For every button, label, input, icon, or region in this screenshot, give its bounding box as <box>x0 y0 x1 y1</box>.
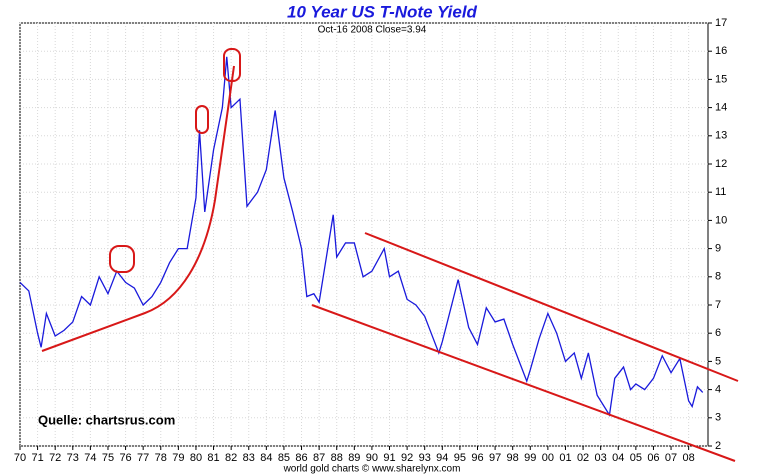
y-tick-label: 13 <box>715 130 727 142</box>
x-tick-label: 81 <box>207 452 219 464</box>
x-tick-label: 91 <box>383 452 395 464</box>
y-tick-label: 4 <box>715 384 721 396</box>
y-tick-label: 6 <box>715 327 721 339</box>
x-tick-label: 86 <box>295 452 307 464</box>
channel-upper <box>364 232 739 382</box>
y-tick-label: 11 <box>715 186 726 198</box>
peak-circle <box>195 105 209 134</box>
x-tick-label: 71 <box>31 452 43 464</box>
x-tick-label: 74 <box>84 452 96 464</box>
x-tick-label: 89 <box>348 452 360 464</box>
x-tick-label: 99 <box>524 452 536 464</box>
x-tick-label: 04 <box>612 452 624 464</box>
x-tick-label: 73 <box>67 452 79 464</box>
y-tick-label: 2 <box>715 440 721 452</box>
x-tick-label: 76 <box>119 452 131 464</box>
annotations <box>41 48 739 462</box>
y-tick-label: 12 <box>715 158 727 170</box>
x-tick-label: 80 <box>190 452 202 464</box>
y-tick-label: 9 <box>715 243 721 255</box>
x-tick-label: 03 <box>595 452 607 464</box>
x-tick-label: 06 <box>647 452 659 464</box>
y-tick-label: 10 <box>715 214 727 226</box>
y-tick-label: 7 <box>715 299 721 311</box>
x-tick-label: 05 <box>630 452 642 464</box>
y-tick-label: 8 <box>715 271 721 283</box>
x-tick-label: 96 <box>471 452 483 464</box>
footer: world gold charts © www.sharelynx.com <box>283 464 461 475</box>
source-note: Quelle: chartsrus.com <box>38 412 175 427</box>
y-tick-label: 14 <box>715 102 727 114</box>
x-tick-label: 90 <box>366 452 378 464</box>
y-tick-label: 17 <box>715 17 727 29</box>
subtitle: Oct-16 2008 Close=3.94 <box>318 25 427 36</box>
x-tick-label: 85 <box>278 452 290 464</box>
x-tick-label: 87 <box>313 452 325 464</box>
x-tick-label: 78 <box>155 452 167 464</box>
x-tick-label: 77 <box>137 452 149 464</box>
x-tick-label: 70 <box>14 452 26 464</box>
x-tick-label: 82 <box>225 452 237 464</box>
channel-lower <box>311 304 736 462</box>
chart-title: 10 Year US T-Note Yield <box>287 2 478 21</box>
x-tick-label: 92 <box>401 452 413 464</box>
y-tick-label: 3 <box>715 412 721 424</box>
x-tick-label: 83 <box>243 452 255 464</box>
x-tick-label: 07 <box>665 452 677 464</box>
y-tick-label: 5 <box>715 355 721 367</box>
x-tick-label: 98 <box>507 452 519 464</box>
x-tick-label: 01 <box>559 452 571 464</box>
x-tick-label: 00 <box>542 452 554 464</box>
x-tick-label: 75 <box>102 452 114 464</box>
x-tick-label: 02 <box>577 452 589 464</box>
y-tick-label: 16 <box>715 45 727 57</box>
peak-circle <box>223 48 241 82</box>
x-tick-label: 95 <box>454 452 466 464</box>
x-tick-label: 08 <box>683 452 695 464</box>
x-tick-label: 93 <box>419 452 431 464</box>
peak-circle <box>109 245 135 273</box>
x-tick-label: 97 <box>489 452 501 464</box>
x-tick-label: 94 <box>436 452 448 464</box>
series-line <box>19 56 704 417</box>
x-tick-label: 88 <box>331 452 343 464</box>
plot-area <box>19 22 709 447</box>
support-curve <box>41 65 235 352</box>
x-tick-label: 79 <box>172 452 184 464</box>
x-tick-label: 84 <box>260 452 272 464</box>
x-tick-label: 72 <box>49 452 61 464</box>
y-tick-label: 15 <box>715 73 727 85</box>
